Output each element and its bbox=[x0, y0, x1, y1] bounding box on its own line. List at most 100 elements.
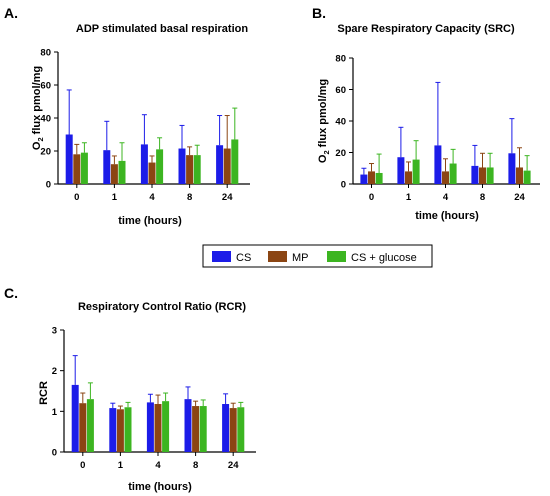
bar-cs-glucose-4 bbox=[156, 149, 164, 184]
bar-cs-1 bbox=[103, 150, 111, 184]
chart-2: 0 20 40 60 80 0 1 4 8 24 bbox=[335, 54, 540, 203]
panel-c-ylabel: RCR bbox=[38, 381, 50, 405]
legend: CS MP CS + glucose bbox=[202, 244, 433, 268]
x-tick-label: 1 bbox=[118, 460, 124, 471]
y-tick-label: 0 bbox=[341, 180, 346, 191]
legend-label-mp: MP bbox=[292, 252, 309, 264]
bar-cs-glucose-0 bbox=[80, 152, 88, 184]
legend-swatch-cs-glucose bbox=[327, 251, 346, 262]
bar-cs-0 bbox=[360, 174, 368, 184]
x-tick-label: 4 bbox=[149, 192, 155, 203]
panel-c: C. Respiratory Control Ratio (RCR) RCR t… bbox=[4, 285, 246, 493]
bar-cs-glucose-4 bbox=[449, 163, 457, 184]
bar-mp-24 bbox=[516, 167, 523, 184]
x-tick-label: 1 bbox=[112, 192, 118, 203]
legend-box bbox=[202, 244, 433, 268]
y-tick-label: 20 bbox=[40, 147, 51, 158]
bar-cs-glucose-1 bbox=[118, 160, 126, 184]
bar-mp-8 bbox=[192, 406, 200, 452]
bar-mp-4 bbox=[148, 162, 156, 184]
bar-mp-8 bbox=[186, 155, 194, 184]
bar-cs-0 bbox=[71, 384, 79, 452]
y-tick-label: 60 bbox=[40, 81, 51, 92]
y-tick-label: 1 bbox=[52, 407, 58, 418]
panel-b-title: Spare Respiratory Capacity (SRC) bbox=[337, 23, 515, 35]
x-tick-label: 8 bbox=[480, 192, 485, 203]
y-tick-label: 20 bbox=[335, 148, 346, 159]
bar-cs-8 bbox=[184, 399, 192, 452]
bar-cs-glucose-24 bbox=[231, 139, 239, 184]
bar-cs-0 bbox=[65, 134, 73, 184]
x-tick-label: 4 bbox=[443, 192, 449, 203]
bar-cs-glucose-24 bbox=[237, 407, 245, 452]
bar-mp-1 bbox=[116, 409, 124, 452]
bar-cs-8 bbox=[471, 165, 479, 184]
legend-swatch-mp bbox=[268, 251, 287, 262]
bar-cs-24 bbox=[216, 145, 224, 184]
y-tick-label: 40 bbox=[40, 114, 51, 125]
legend-swatch-cs bbox=[212, 251, 231, 262]
y-tick-label: 40 bbox=[335, 117, 346, 128]
bar-mp-4 bbox=[154, 404, 162, 452]
x-tick-label: 24 bbox=[228, 460, 239, 471]
bar-cs-glucose-8 bbox=[199, 406, 207, 452]
panel-a-title: ADP stimulated basal respiration bbox=[76, 23, 248, 35]
x-tick-label: 24 bbox=[514, 192, 525, 203]
panel-a: A. ADP stimulated basal respiration O2 f… bbox=[4, 5, 248, 227]
bar-cs-24 bbox=[508, 153, 516, 184]
x-tick-label: 1 bbox=[406, 192, 412, 203]
bar-mp-24 bbox=[229, 408, 237, 452]
panel-a-label: A. bbox=[4, 5, 18, 21]
bar-mp-1 bbox=[110, 164, 118, 184]
panel-b-label: B. bbox=[312, 5, 326, 21]
bar-cs-glucose-0 bbox=[86, 399, 94, 452]
x-tick-label: 8 bbox=[187, 192, 192, 203]
x-tick-label: 0 bbox=[369, 192, 374, 203]
bar-cs-glucose-1 bbox=[124, 407, 132, 452]
bar-cs-8 bbox=[178, 148, 186, 184]
bar-cs-24 bbox=[222, 404, 230, 452]
x-tick-label: 4 bbox=[155, 460, 161, 471]
panel-b: B. Spare Respiratory Capacity (SRC) O2 f… bbox=[312, 5, 515, 222]
bar-cs-glucose-1 bbox=[412, 159, 420, 184]
bar-cs-glucose-24 bbox=[523, 170, 531, 184]
bar-mp-1 bbox=[405, 171, 412, 184]
bar-mp-0 bbox=[73, 154, 81, 184]
x-tick-label: 0 bbox=[74, 192, 79, 203]
bar-mp-0 bbox=[368, 171, 375, 184]
bar-cs-4 bbox=[140, 144, 148, 184]
panel-a-ylabel: O2 flux pmol/mg bbox=[31, 66, 45, 150]
bar-cs-4 bbox=[434, 145, 442, 184]
y-tick-label: 0 bbox=[52, 448, 57, 459]
bar-cs-glucose-8 bbox=[193, 155, 201, 184]
y-tick-label: 0 bbox=[46, 180, 51, 191]
y-tick-label: 3 bbox=[52, 326, 57, 337]
y-tick-label: 60 bbox=[335, 85, 346, 96]
bar-mp-24 bbox=[223, 148, 231, 184]
x-tick-label: 8 bbox=[193, 460, 198, 471]
panel-c-title: Respiratory Control Ratio (RCR) bbox=[78, 301, 246, 313]
bar-cs-4 bbox=[146, 402, 154, 452]
bar-cs-1 bbox=[109, 408, 117, 452]
x-tick-label: 0 bbox=[80, 460, 85, 471]
bar-cs-1 bbox=[397, 157, 405, 184]
y-tick-label: 80 bbox=[335, 54, 346, 65]
y-tick-label: 2 bbox=[52, 366, 57, 377]
bar-cs-glucose-4 bbox=[162, 401, 170, 452]
panel-b-ylabel: O2 flux pmol/mg bbox=[317, 79, 331, 163]
panel-c-label: C. bbox=[4, 285, 18, 301]
bar-mp-4 bbox=[442, 171, 449, 184]
legend-label-cs-glucose: CS + glucose bbox=[351, 252, 417, 264]
y-tick-label: 80 bbox=[40, 48, 51, 59]
panel-c-xlabel: time (hours) bbox=[128, 481, 192, 493]
legend-label-cs: CS bbox=[236, 252, 251, 264]
bar-cs-glucose-8 bbox=[486, 167, 494, 184]
bar-cs-glucose-0 bbox=[375, 172, 383, 184]
bar-mp-0 bbox=[79, 403, 87, 452]
bar-mp-8 bbox=[479, 167, 486, 184]
panel-b-xlabel: time (hours) bbox=[415, 210, 479, 222]
chart-1: 0 20 40 60 80 0 1 4 8 24 bbox=[40, 48, 250, 203]
panel-a-xlabel: time (hours) bbox=[118, 215, 182, 227]
